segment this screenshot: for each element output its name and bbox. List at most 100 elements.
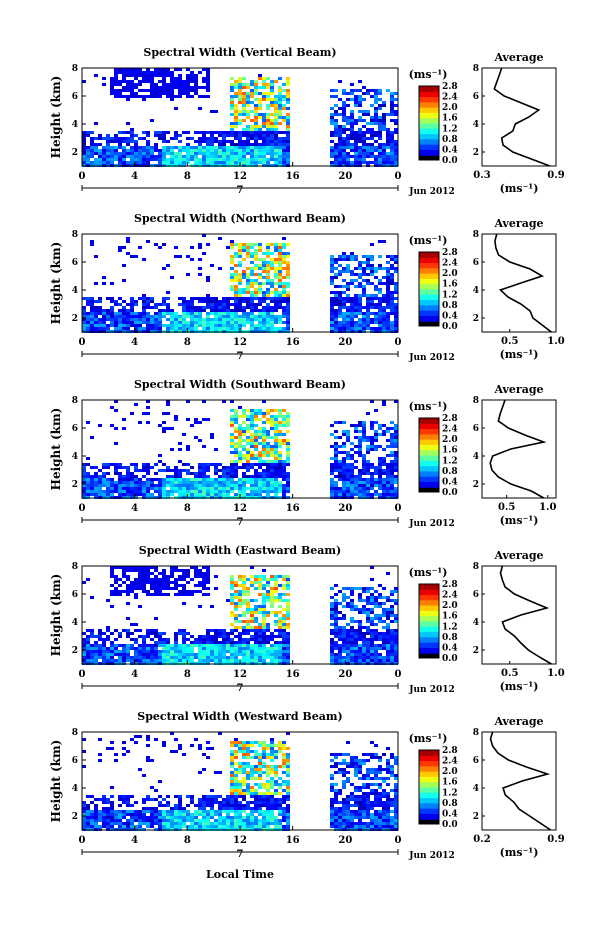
heatmap-cell	[250, 466, 254, 469]
heatmap-cell	[370, 146, 374, 149]
heatmap-cell	[146, 656, 150, 659]
heatmap-cell	[178, 324, 182, 327]
heatmap-cell	[278, 457, 282, 460]
heatmap-cell	[186, 312, 190, 315]
heatmap-cell	[270, 122, 274, 125]
heatmap-cell	[362, 611, 366, 614]
heatmap-cell	[278, 445, 282, 448]
heatmap-cell	[266, 469, 270, 472]
heatmap-cell	[270, 324, 274, 327]
heatmap-cell	[330, 315, 334, 318]
heatmap-cell	[242, 481, 246, 484]
heatmap-cell	[278, 593, 282, 596]
heatmap-cell	[134, 584, 138, 587]
heatmap-cell	[342, 101, 346, 104]
heatmap-cell	[102, 324, 106, 327]
heatmap-cell	[394, 478, 398, 481]
heatmap-cell	[378, 125, 382, 128]
heatmap-cell	[158, 327, 162, 330]
heatmap-cell	[254, 436, 258, 439]
heatmap-cell	[238, 77, 242, 80]
heatmap-cell	[394, 119, 398, 122]
colorbar-segment	[419, 86, 439, 92]
heatmap-cell	[362, 653, 366, 656]
heatmap-cell	[250, 478, 254, 481]
heatmap-cell	[330, 300, 334, 303]
heatmap-cell	[334, 122, 338, 125]
heatmap-cell	[358, 321, 362, 324]
heatmap-cell	[338, 650, 342, 653]
heatmap-cell	[142, 152, 146, 155]
heatmap-cell	[258, 152, 262, 155]
heatmap-cell	[270, 638, 274, 641]
heatmap-cell	[206, 487, 210, 490]
heatmap-cell	[102, 463, 106, 466]
heatmap-cell	[250, 318, 254, 321]
heatmap-cell	[354, 460, 358, 463]
heatmap-cell	[182, 463, 186, 466]
heatmap-cell	[334, 128, 338, 131]
heatmap-cell	[274, 113, 278, 116]
heatmap-cell	[162, 140, 166, 143]
heatmap-cell	[206, 578, 210, 581]
heatmap-cell	[90, 137, 94, 140]
heatmap-cell	[162, 656, 166, 659]
colorbar-tick-label: 2.4	[442, 425, 458, 435]
heatmap-cell	[350, 321, 354, 324]
heatmap-cell	[138, 605, 142, 608]
heatmap-cell	[210, 155, 214, 158]
heatmap-cell	[374, 409, 378, 412]
heatmap-cell	[150, 659, 154, 662]
heatmap-cell	[282, 243, 286, 246]
heatmap-cell	[194, 436, 198, 439]
heatmap-cell	[358, 659, 362, 662]
heatmap-cell	[190, 77, 194, 80]
heatmap-cell	[258, 116, 262, 119]
heatmap-cell	[230, 149, 234, 152]
heatmap-cell	[202, 418, 206, 421]
heatmap-cell	[170, 493, 174, 496]
heatmap-cell	[338, 152, 342, 155]
heatmap-cell	[342, 656, 346, 659]
heatmap-cell	[238, 638, 242, 641]
heatmap-cell	[138, 74, 142, 77]
heatmap-cell	[286, 635, 290, 638]
heatmap-cell	[374, 644, 378, 647]
heatmap-cell	[258, 587, 262, 590]
heatmap-cell	[174, 638, 178, 641]
heatmap-field	[82, 234, 398, 333]
heatmap-cell	[262, 641, 266, 644]
heatmap-cell	[354, 134, 358, 137]
heatmap-cell	[362, 433, 366, 436]
heatmap-cell	[370, 95, 374, 98]
heatmap-cell	[110, 644, 114, 647]
heatmap-cell	[126, 83, 130, 86]
heatmap-cell	[126, 578, 130, 581]
heatmap-cell	[378, 460, 382, 463]
heatmap-cell	[266, 149, 270, 152]
heatmap-cell	[250, 412, 254, 415]
heatmap-cell	[114, 481, 118, 484]
heatmap-cell	[114, 327, 118, 330]
heatmap-cell	[286, 273, 290, 276]
heatmap-cell	[146, 315, 150, 318]
heatmap-cell	[358, 430, 362, 433]
heatmap-cell	[234, 152, 238, 155]
heatmap-cell	[110, 300, 114, 303]
heatmap-cell	[282, 593, 286, 596]
heatmap-cell	[86, 659, 90, 662]
heatmap-cell	[286, 644, 290, 647]
heatmap-cell	[258, 128, 262, 131]
heatmap-cell	[338, 490, 342, 493]
heatmap-cell	[110, 478, 114, 481]
heatmap-cell	[394, 439, 398, 442]
heatmap-cell	[174, 324, 178, 327]
x-tick-label: 12	[233, 669, 247, 680]
heatmap-cell	[366, 641, 370, 644]
heatmap-cell	[262, 146, 266, 149]
heatmap-cell	[282, 107, 286, 110]
heatmap-cell	[394, 400, 398, 403]
heatmap-cell	[358, 131, 362, 134]
heatmap-cell	[130, 324, 134, 327]
heatmap-cell	[198, 487, 202, 490]
